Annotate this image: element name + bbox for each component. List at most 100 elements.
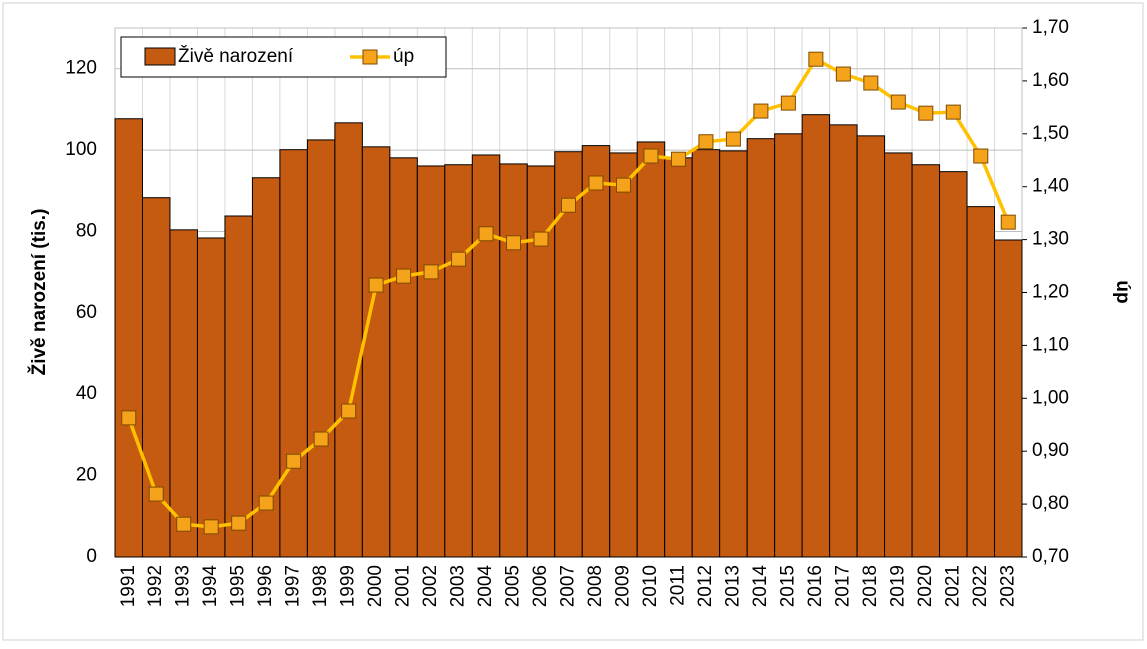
y-tick-label: 100 [65, 139, 97, 160]
y-tick-label: 20 [76, 465, 97, 486]
x-tick-label: 2007 [558, 565, 579, 607]
bar [416, 165, 446, 558]
y2-tick-label: 0,80 [1032, 493, 1069, 514]
bar [746, 138, 776, 558]
legend-label: Živě narození [178, 45, 294, 67]
marker [725, 131, 741, 147]
y2-tick-label: 0,90 [1032, 440, 1069, 461]
x-tick-label: 2023 [997, 565, 1018, 607]
bar [169, 229, 198, 558]
marker [396, 268, 412, 284]
marker [478, 226, 494, 242]
x-tick-label: 2003 [448, 565, 469, 607]
bar [389, 157, 418, 558]
marker [973, 148, 989, 164]
y2-tick-label: 1,10 [1032, 334, 1069, 355]
marker [588, 175, 604, 191]
x-tick-label: 1993 [173, 565, 194, 607]
bar [361, 146, 391, 558]
bar [966, 206, 996, 558]
marker [561, 197, 576, 213]
x-tick-label: 2021 [942, 565, 963, 607]
marker [506, 235, 522, 251]
bar [994, 239, 1023, 558]
bar [444, 164, 473, 558]
bar [334, 122, 363, 558]
bar [114, 118, 143, 558]
bar [196, 237, 226, 558]
x-tick-label: 2020 [915, 565, 936, 607]
x-tick-label: 2006 [530, 565, 551, 607]
bar [856, 135, 886, 558]
y-axis-title: Živě narození (tis.) [28, 209, 50, 376]
bar [609, 152, 638, 558]
y2-tick-label: 1,40 [1032, 176, 1069, 197]
marker [698, 134, 714, 150]
y-tick-label: 0 [86, 546, 97, 567]
x-tick-label: 2022 [970, 565, 991, 607]
x-tick-label: 2017 [832, 565, 853, 607]
marker [1000, 214, 1016, 230]
y2-tick-label: 0,70 [1032, 546, 1069, 567]
marker [203, 519, 219, 535]
marker [258, 495, 274, 511]
x-tick-label: 1994 [200, 565, 221, 608]
bar [664, 157, 693, 558]
bar [691, 149, 721, 558]
legend-marker [362, 49, 378, 65]
y2-tick-label: 1,00 [1032, 387, 1069, 408]
x-tick-label: 2013 [722, 565, 743, 607]
bar [829, 124, 858, 558]
x-tick-label: 2005 [503, 565, 524, 607]
y2-tick-label: 1,50 [1032, 123, 1069, 144]
marker [451, 251, 467, 267]
marker [313, 431, 329, 447]
x-tick-label: 2011 [667, 565, 688, 606]
legend-swatch [144, 47, 176, 66]
marker [670, 151, 686, 167]
marker [341, 403, 357, 419]
x-tick-label: 2001 [393, 565, 414, 607]
legend-label: úp [393, 46, 414, 67]
marker [753, 103, 769, 119]
marker [890, 94, 906, 110]
x-tick-label: 2004 [475, 565, 496, 608]
x-tick-label: 2019 [887, 565, 908, 607]
y-tick-label: 120 [65, 58, 97, 79]
bar [939, 171, 968, 558]
marker [423, 264, 439, 280]
bar [251, 177, 281, 558]
y2-tick-label: 1,20 [1032, 282, 1069, 303]
marker [615, 177, 631, 193]
bar [911, 164, 941, 558]
bar [636, 141, 666, 558]
x-tick-label: 1991 [118, 565, 139, 607]
bar [884, 152, 913, 558]
x-tick-label: 1992 [145, 565, 166, 607]
y-tick-label: 60 [76, 302, 97, 323]
bar [224, 215, 253, 558]
bar [719, 150, 748, 558]
x-tick-label: 2018 [860, 565, 881, 607]
bar [499, 163, 528, 558]
bar [306, 139, 336, 558]
bar [526, 165, 556, 558]
x-tick-label: 1995 [228, 565, 249, 607]
y2-tick-label: 1,60 [1032, 70, 1069, 91]
marker [368, 277, 384, 293]
x-tick-label: 1998 [310, 565, 331, 607]
marker [835, 66, 851, 82]
marker [176, 516, 192, 532]
marker [231, 515, 247, 531]
marker [148, 486, 164, 502]
x-tick-label: 1999 [338, 565, 359, 607]
marker [121, 410, 137, 426]
x-tick-label: 1997 [283, 565, 304, 607]
x-tick-label: 2015 [777, 565, 798, 607]
x-tick-label: 2002 [420, 565, 441, 607]
marker [945, 104, 961, 120]
marker [643, 148, 659, 164]
bar [581, 145, 611, 558]
marker [808, 51, 824, 67]
